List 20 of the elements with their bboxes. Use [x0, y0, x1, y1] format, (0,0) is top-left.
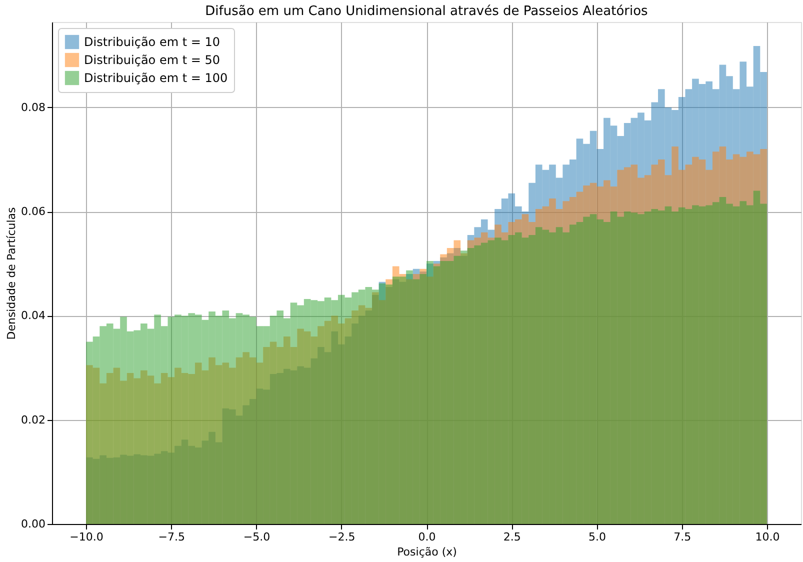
y-tick-label: 0.04: [21, 309, 46, 322]
y-axis-title: Densidade de Partículas: [5, 206, 18, 340]
x-tick-label: 0.0: [418, 530, 436, 544]
x-tick-label: −7.5: [158, 530, 186, 544]
x-tick-label: −2.5: [328, 530, 356, 544]
legend-label: Distribuição em t = 10: [84, 35, 220, 49]
x-axis-title: Posição (x): [397, 546, 457, 558]
x-tick-label: −5.0: [243, 530, 270, 544]
chart-title: Difusão em um Cano Unidimensional através de Passeios Aleatórios: [205, 4, 648, 19]
y-tick-label: 0.06: [21, 205, 46, 218]
y-tick-label: 0.02: [21, 413, 46, 426]
x-tick-label: 7.5: [674, 530, 692, 544]
x-tick-label: 10.0: [755, 530, 780, 544]
x-tick-label: −10.0: [70, 530, 104, 544]
x-tick-label: 2.5: [503, 530, 521, 544]
x-tick-label: 5.0: [588, 530, 606, 544]
legend-label: Distribuição em t = 100: [84, 71, 228, 85]
legend-label: Distribuição em t = 50: [84, 53, 220, 67]
y-tick-label: 0.00: [21, 518, 46, 530]
y-tick-label: 0.08: [21, 100, 46, 114]
